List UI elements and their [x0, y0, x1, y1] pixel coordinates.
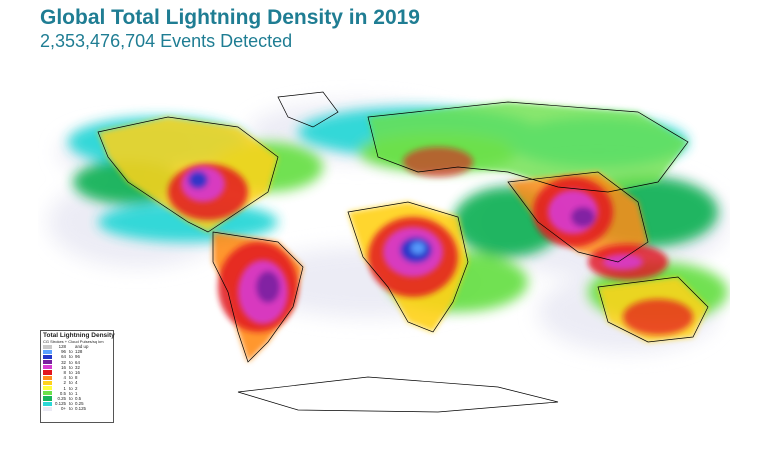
legend-high: 96 [75, 354, 80, 360]
legend-to: to [69, 395, 73, 401]
legend-low: 32 [61, 359, 66, 365]
legend-low: 0.5 [59, 390, 66, 396]
legend-low: 96 [61, 349, 66, 355]
legend-to: to [69, 390, 73, 396]
legend-swatch [43, 375, 52, 380]
legend-title: Total Lightning Density [43, 332, 115, 339]
legend-low: 0.125 [55, 401, 66, 407]
legend-low: 0.25 [57, 395, 66, 401]
legend-low: 64 [61, 354, 66, 360]
legend-swatch [43, 354, 52, 360]
legend-entry: 96 to 128 [43, 349, 111, 354]
legend-swatch [43, 360, 52, 365]
very-high-density-layer [181, 166, 643, 324]
legend-swatch [43, 370, 52, 375]
legend-swatch [43, 391, 52, 396]
legend-high: 0.25 [75, 401, 84, 407]
legend-to: to [69, 380, 73, 386]
legend-entry: 2 to 4 [43, 380, 111, 385]
legend-to: to [69, 359, 73, 365]
legend-to: to [69, 401, 73, 407]
legend-entry: 4 to 8 [43, 375, 111, 380]
legend-high: 128 [75, 349, 83, 355]
legend-entry: 0.5 to 1 [43, 391, 111, 396]
legend-to: to [69, 385, 73, 391]
legend-low: 2 [63, 380, 66, 386]
legend-low: 16 [61, 364, 66, 370]
legend-high: 2 [75, 385, 78, 391]
legend-to: to [69, 406, 73, 412]
page-subtitle: 2,353,476,704 Events Detected [40, 31, 293, 51]
legend-entry: 16 to 32 [43, 365, 111, 370]
legend-entry: 0.25 to 0.5 [43, 396, 111, 401]
legend-low: 4 [63, 375, 66, 381]
legend-high: 16 [75, 370, 80, 376]
legend-swatch [43, 349, 52, 354]
legend-entry: 0.125 to 0.25 [43, 401, 111, 406]
legend-low: 128 [58, 344, 66, 350]
legend-swatch [43, 386, 52, 391]
legend-low: 0+ [60, 406, 66, 412]
legend-entry: 0+ to 0.125 [43, 406, 111, 411]
legend-entry: 128 and up [43, 344, 111, 349]
lightning-density-map [38, 72, 730, 424]
legend-high: and up [75, 344, 89, 350]
coastlines [97, 91, 709, 413]
legend-high: 0.125 [75, 406, 86, 412]
legend-to: to [69, 370, 73, 376]
legend-low: 8 [63, 370, 66, 376]
legend-swatch [43, 406, 52, 411]
legend-high: 8 [75, 375, 78, 381]
legend-to: to [69, 375, 73, 381]
legend-to: to [69, 364, 73, 370]
legend-entry: 8 to 16 [43, 370, 111, 375]
legend-swatch [43, 380, 52, 385]
legend-entry: 32 to 64 [43, 360, 111, 365]
legend-swatch [43, 344, 52, 349]
world-map-svg [38, 72, 730, 424]
page-title: Global Total Lightning Density in 2019 [40, 6, 420, 29]
legend-subtitle: CG Strokes + Cloud Pulses/sq km [43, 339, 104, 344]
legend-swatch [43, 365, 52, 370]
legend-entry: 1 to 2 [43, 386, 111, 391]
legend-low: 1 [63, 385, 66, 391]
legend-swatch [43, 401, 52, 406]
map-legend: Total Lightning Density CG Strokes + Clo… [40, 330, 115, 423]
legend-swatch [43, 396, 52, 401]
legend-entries: 128 and up 96 to 128 64 to 96 32 to 64 16 to 32 8 to 16 4… [43, 344, 111, 411]
legend-high: 1 [75, 390, 78, 396]
legend-to: to [69, 349, 73, 355]
legend-high: 0.5 [75, 395, 82, 401]
legend-high: 4 [75, 380, 78, 386]
legend-high: 32 [75, 364, 80, 370]
legend-entry: 64 to 96 [43, 354, 111, 359]
legend-high: 64 [75, 359, 80, 365]
legend-to: to [69, 354, 73, 360]
